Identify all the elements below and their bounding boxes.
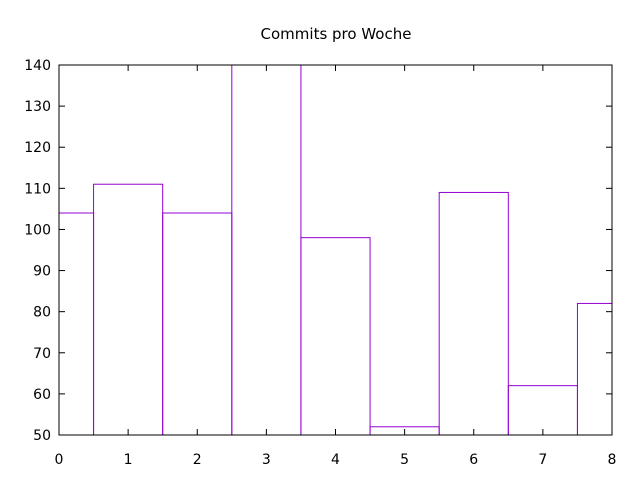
bar-3: [231, 65, 302, 435]
y-tick-label: 100: [24, 222, 51, 238]
bar-8: [576, 302, 612, 435]
y-tick-label: 50: [33, 428, 51, 444]
x-tick-label: 1: [124, 452, 133, 468]
x-tick-label: 7: [538, 452, 547, 468]
x-tick-label: 3: [262, 452, 271, 468]
plot-frame: [58, 64, 613, 436]
x-tick-label: 2: [193, 452, 202, 468]
x-tick-label: 8: [608, 452, 617, 468]
y-tick-label: 130: [24, 99, 51, 115]
y-tick-label: 60: [33, 387, 51, 403]
chart-title: Commits pro Woche: [261, 25, 412, 43]
y-tick-label: 70: [33, 346, 51, 362]
y-tick-label: 120: [24, 140, 51, 156]
x-tick-label: 5: [400, 452, 409, 468]
x-tick-label: 4: [331, 452, 340, 468]
y-tick-label: 90: [33, 264, 51, 280]
y-axis: 50 60 70 80 90 100 110 120 130 140: [24, 58, 612, 444]
y-tick-label: 80: [33, 305, 51, 321]
bar-2: [162, 212, 233, 435]
bar-4: [300, 237, 371, 435]
bar-1: [93, 183, 164, 435]
bar-6: [438, 191, 509, 435]
y-tick-label: 110: [24, 181, 51, 197]
bar-series: [59, 65, 612, 435]
x-tick-label: 0: [55, 452, 64, 468]
y-tick-label: 140: [24, 58, 51, 74]
x-axis: 0 1 2 3 4 5 6 7 8: [55, 65, 617, 468]
bar-7: [507, 385, 578, 435]
x-tick-label: 6: [469, 452, 478, 468]
